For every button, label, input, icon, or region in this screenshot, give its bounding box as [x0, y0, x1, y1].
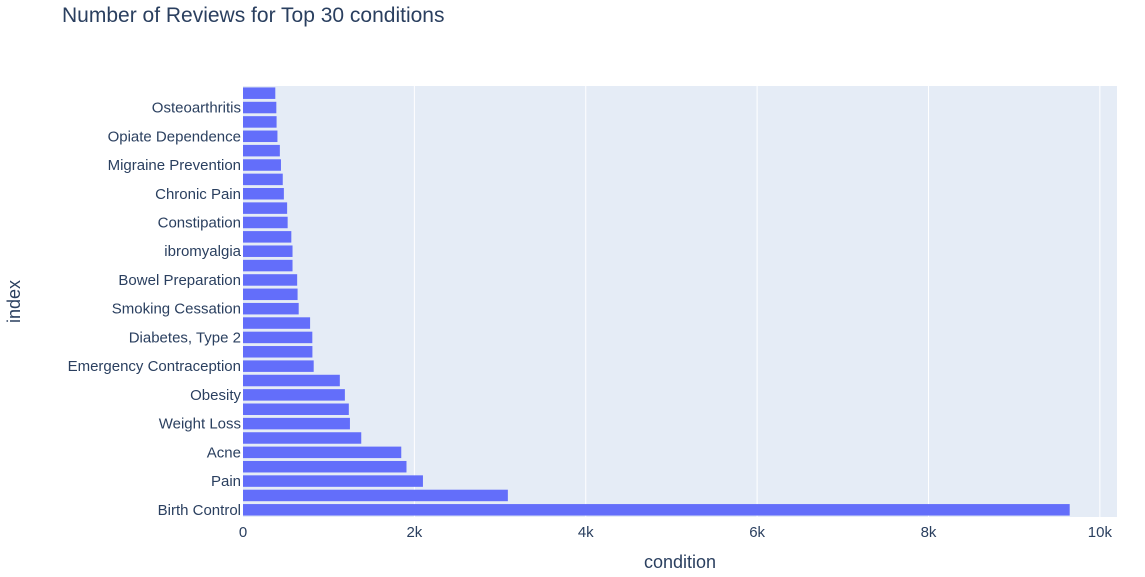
- y-axis-title: index: [4, 280, 24, 323]
- bar[interactable]: [243, 202, 288, 214]
- y-tick-label: Constipation: [158, 214, 241, 231]
- bar[interactable]: [243, 130, 278, 143]
- bar[interactable]: [243, 173, 283, 186]
- bar[interactable]: [243, 245, 293, 257]
- x-tick-label: 0: [239, 524, 247, 541]
- y-tick-label: Osteoarthritis: [152, 100, 241, 117]
- bar[interactable]: [243, 432, 362, 444]
- bar[interactable]: [243, 87, 276, 99]
- bar[interactable]: [243, 231, 292, 243]
- bar[interactable]: [243, 504, 1070, 516]
- plot-background: [243, 86, 1117, 517]
- y-tick-label: Birth Control: [158, 502, 241, 519]
- bar[interactable]: [243, 188, 284, 200]
- bar[interactable]: [243, 475, 423, 487]
- x-tick-label: 10k: [1088, 524, 1113, 541]
- y-tick-label: Emergency Contraception: [68, 358, 241, 375]
- y-tick-label: Smoking Cessation: [112, 301, 241, 318]
- bar[interactable]: [243, 403, 349, 415]
- bar[interactable]: [243, 317, 311, 329]
- bar[interactable]: [243, 389, 345, 401]
- y-tick-label: Migraine Prevention: [108, 157, 241, 174]
- bar[interactable]: [243, 274, 298, 286]
- y-tick-label: Obesity: [190, 387, 241, 404]
- bar[interactable]: [243, 159, 281, 171]
- bar[interactable]: [243, 346, 313, 358]
- y-tick-label: ibromyalgia: [164, 243, 241, 260]
- chart-title: Number of Reviews for Top 30 conditions: [62, 4, 445, 27]
- bar[interactable]: [243, 259, 293, 272]
- bar[interactable]: [243, 216, 288, 229]
- x-axis-ticks: 0 2k 4k 6k 8k 10k: [239, 524, 1113, 541]
- x-tick-label: 8k: [921, 524, 937, 541]
- bar[interactable]: [243, 144, 280, 157]
- x-axis-title: condition: [644, 552, 716, 572]
- y-tick-label: Weight Loss: [159, 416, 241, 433]
- bars: [243, 87, 1070, 516]
- bar[interactable]: [243, 374, 340, 387]
- bar[interactable]: [243, 460, 407, 473]
- bar[interactable]: [243, 417, 350, 430]
- y-tick-label: Bowel Preparation: [118, 272, 241, 289]
- y-tick-label: Acne: [207, 444, 241, 461]
- bar[interactable]: [243, 116, 277, 128]
- bar[interactable]: [243, 360, 314, 372]
- bar[interactable]: [243, 489, 508, 502]
- y-tick-label: Chronic Pain: [155, 186, 241, 203]
- y-tick-label: Diabetes, Type 2: [129, 329, 241, 346]
- y-tick-label: Opiate Dependence: [108, 128, 241, 145]
- bar[interactable]: [243, 331, 313, 344]
- gridlines: [413, 86, 1101, 517]
- y-axis-ticks: Birth Control Pain Acne Weight Loss Obesity E…: [68, 100, 242, 519]
- bar[interactable]: [243, 288, 298, 301]
- y-tick-label: Pain: [211, 473, 241, 490]
- x-tick-label: 2k: [406, 524, 422, 541]
- bar[interactable]: [243, 101, 277, 114]
- bar[interactable]: [243, 302, 299, 315]
- x-tick-label: 4k: [578, 524, 594, 541]
- bar[interactable]: [243, 446, 402, 459]
- x-tick-label: 6k: [749, 524, 765, 541]
